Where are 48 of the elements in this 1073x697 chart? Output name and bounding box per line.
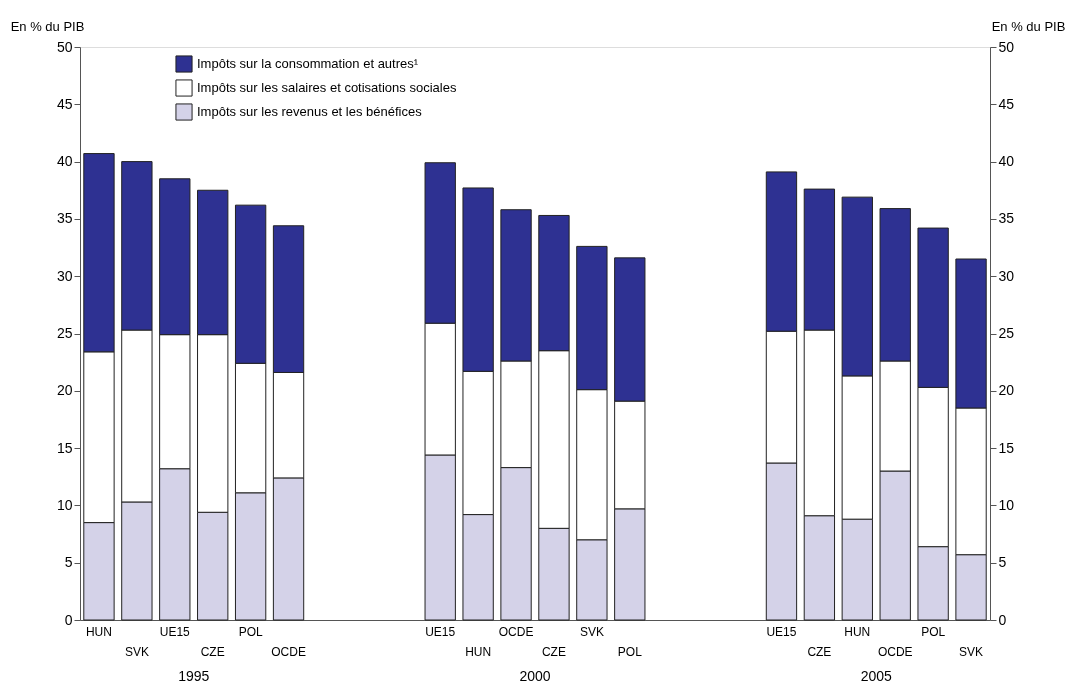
y-tick-label: 5 xyxy=(64,554,73,571)
y2-axis-title: En % du PIB xyxy=(991,18,1066,34)
y2-tick-label: 40 xyxy=(998,153,1015,170)
x-tick-label: POL xyxy=(617,645,643,659)
y2-tick-label: 25 xyxy=(998,325,1015,341)
y2-tick-label: 30 xyxy=(998,267,1015,284)
x-tick-label: OCDE xyxy=(271,645,306,659)
text: 2005 xyxy=(860,668,893,684)
text: 2000 xyxy=(519,668,551,684)
y-tick-label: 50 xyxy=(56,38,73,55)
y-tick-label: 30 xyxy=(56,267,73,284)
y-tick-label: 35 xyxy=(56,210,73,227)
x-tick-label: SVK xyxy=(959,645,984,659)
y-tick-label: 10 xyxy=(56,496,73,513)
y-tick-label: 25 xyxy=(56,325,73,341)
y2-tick-label: 10 xyxy=(998,496,1015,513)
x-tick-label: CZE xyxy=(200,645,225,659)
x-tick-label: SVK xyxy=(579,625,604,639)
y-tick-label: 45 xyxy=(56,95,73,112)
y2-tick-label: 45 xyxy=(998,95,1015,112)
x-tick-label: POL xyxy=(238,625,263,639)
y-tick-label: 15 xyxy=(56,439,73,456)
x-tick-label: OCDE xyxy=(877,645,913,659)
y2-tick-label: 50 xyxy=(998,38,1015,55)
x-tick-label: HUN xyxy=(844,625,871,639)
x-tick-label: UE15 xyxy=(159,625,191,639)
y2-tick-label: 20 xyxy=(998,382,1015,399)
y-tick-label: 0 xyxy=(64,611,73,628)
legend-label: Impôts sur la consommation et autres¹ xyxy=(197,56,419,71)
y2-tick-label: 35 xyxy=(998,210,1015,227)
x-tick-label: OCDE xyxy=(498,625,534,639)
x-tick-label: CZE xyxy=(541,645,566,659)
x-tick-label: SVK xyxy=(124,645,149,659)
legend-label: Impôts sur les salaires et cotisations sociales xyxy=(197,80,457,95)
y2-tick-label: 15 xyxy=(998,439,1015,456)
text: 1995 xyxy=(178,668,210,684)
y2-tick-label: 0 xyxy=(998,611,1007,628)
x-tick-label: CZE xyxy=(807,645,832,659)
x-tick-label: UE15 xyxy=(425,625,456,639)
legend-label: Impôts sur les revenus et les bénéfices xyxy=(197,104,423,119)
x-tick-label: HUN xyxy=(465,645,492,659)
x-tick-label: UE15 xyxy=(766,625,797,639)
x-tick-label: HUN xyxy=(85,625,112,639)
x-tick-label: POL xyxy=(921,625,946,639)
y2-tick-label: 5 xyxy=(998,554,1007,571)
y-tick-label: 40 xyxy=(56,153,73,170)
y-axis-title: En % du PIB xyxy=(10,18,85,34)
y-tick-label: 20 xyxy=(56,382,73,399)
